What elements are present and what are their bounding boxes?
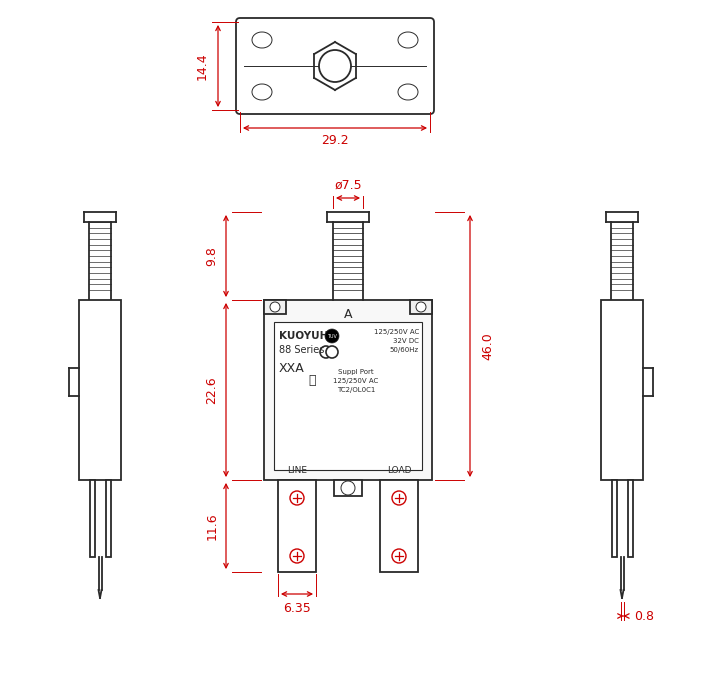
Text: LINE: LINE <box>287 466 307 475</box>
Circle shape <box>392 491 406 505</box>
Bar <box>79 300 121 480</box>
Bar <box>278 480 316 572</box>
Bar <box>274 322 422 470</box>
Bar <box>601 300 643 480</box>
Text: 14.4: 14.4 <box>196 52 209 80</box>
Bar <box>334 480 362 496</box>
Circle shape <box>319 50 351 82</box>
Text: TC2/OL0C1: TC2/OL0C1 <box>337 387 375 393</box>
Bar <box>106 480 111 557</box>
Text: LOAD: LOAD <box>387 466 411 475</box>
Circle shape <box>290 549 304 563</box>
Bar <box>628 480 633 557</box>
Text: 32V DC: 32V DC <box>393 338 419 344</box>
Circle shape <box>416 302 426 312</box>
Text: 50/60Hz: 50/60Hz <box>390 347 419 353</box>
Text: 29.2: 29.2 <box>321 134 348 147</box>
Text: Suppl Port: Suppl Port <box>338 369 374 375</box>
Bar <box>612 480 617 557</box>
Text: ø7.5: ø7.5 <box>334 178 362 192</box>
Bar <box>264 300 286 314</box>
Circle shape <box>392 549 406 563</box>
Text: XXA: XXA <box>279 362 305 376</box>
Bar <box>90 480 95 557</box>
Circle shape <box>341 481 355 495</box>
Circle shape <box>290 491 304 505</box>
Text: 0.8: 0.8 <box>634 610 654 622</box>
Circle shape <box>320 346 332 358</box>
Text: 22.6: 22.6 <box>205 376 218 404</box>
Text: 125/250V AC: 125/250V AC <box>333 378 379 384</box>
Circle shape <box>270 302 280 312</box>
FancyBboxPatch shape <box>236 18 434 114</box>
Text: Ⓤ: Ⓤ <box>308 373 316 387</box>
Text: TUV: TUV <box>327 333 337 338</box>
Text: 125/250V AC: 125/250V AC <box>374 329 419 335</box>
Text: 11.6: 11.6 <box>205 512 218 539</box>
Text: 9.8: 9.8 <box>205 246 218 266</box>
Text: 88 Series: 88 Series <box>279 345 325 355</box>
Circle shape <box>325 329 339 343</box>
Text: KUOYUH: KUOYUH <box>279 331 328 341</box>
Bar <box>264 300 432 480</box>
Text: A: A <box>343 307 352 320</box>
Text: 46.0: 46.0 <box>482 332 495 360</box>
Bar <box>410 300 432 314</box>
Text: 6.35: 6.35 <box>283 601 311 615</box>
Circle shape <box>326 346 338 358</box>
Bar <box>380 480 418 572</box>
